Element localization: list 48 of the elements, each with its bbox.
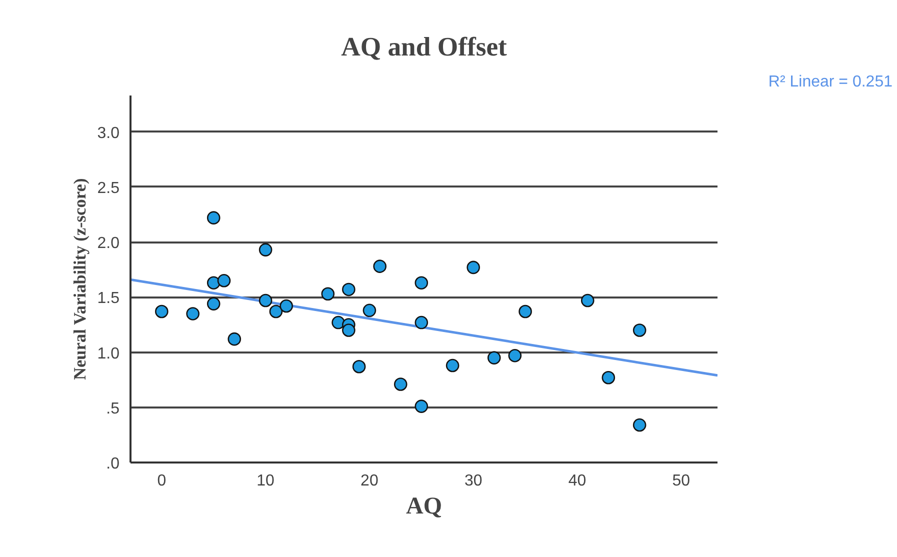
y-tick-label: 1.5 — [97, 290, 120, 308]
point — [466, 260, 480, 274]
point — [632, 418, 646, 432]
point — [602, 371, 616, 384]
y-tick-label: 2.5 — [97, 180, 120, 197]
x-axis-title: AQ — [406, 494, 442, 520]
point — [155, 304, 168, 318]
point — [321, 287, 335, 301]
point — [280, 299, 293, 313]
point — [228, 332, 242, 346]
y-axis-title: Neural Variability (z-score) — [70, 178, 90, 380]
x-tick-label: 0 — [157, 472, 166, 490]
point — [362, 304, 376, 318]
point — [269, 304, 283, 318]
text: R² Linear = 0.251 — [768, 74, 893, 90]
point — [342, 324, 356, 337]
point — [487, 351, 501, 364]
point — [508, 348, 522, 362]
point — [414, 276, 428, 290]
point — [206, 297, 220, 310]
point — [206, 276, 220, 290]
point — [632, 324, 646, 337]
x-tick-label: 10 — [256, 472, 275, 490]
point — [580, 294, 594, 308]
x-tick-label: 40 — [568, 472, 586, 490]
point — [352, 360, 366, 374]
point — [258, 243, 272, 256]
y-tick-label: .0 — [106, 456, 120, 472]
point — [446, 358, 460, 372]
y-tick-label: .5 — [106, 400, 120, 418]
point — [332, 316, 345, 330]
point — [518, 304, 532, 318]
x-tick-label: 30 — [464, 472, 482, 490]
point — [186, 307, 200, 320]
point — [258, 294, 272, 308]
point — [206, 211, 220, 224]
point — [373, 260, 386, 273]
point — [414, 316, 428, 330]
y-tick-label: 3.0 — [97, 124, 120, 142]
x-tick-label: 20 — [360, 472, 378, 490]
point — [394, 378, 408, 391]
y-tick-label: 1.0 — [97, 345, 120, 362]
y-tick-label: 2.0 — [97, 235, 120, 252]
point — [414, 400, 428, 413]
chart-title: AQ and Offset — [341, 32, 508, 62]
point — [342, 282, 356, 296]
point — [217, 274, 231, 288]
x-tick-label: 50 — [672, 472, 690, 490]
